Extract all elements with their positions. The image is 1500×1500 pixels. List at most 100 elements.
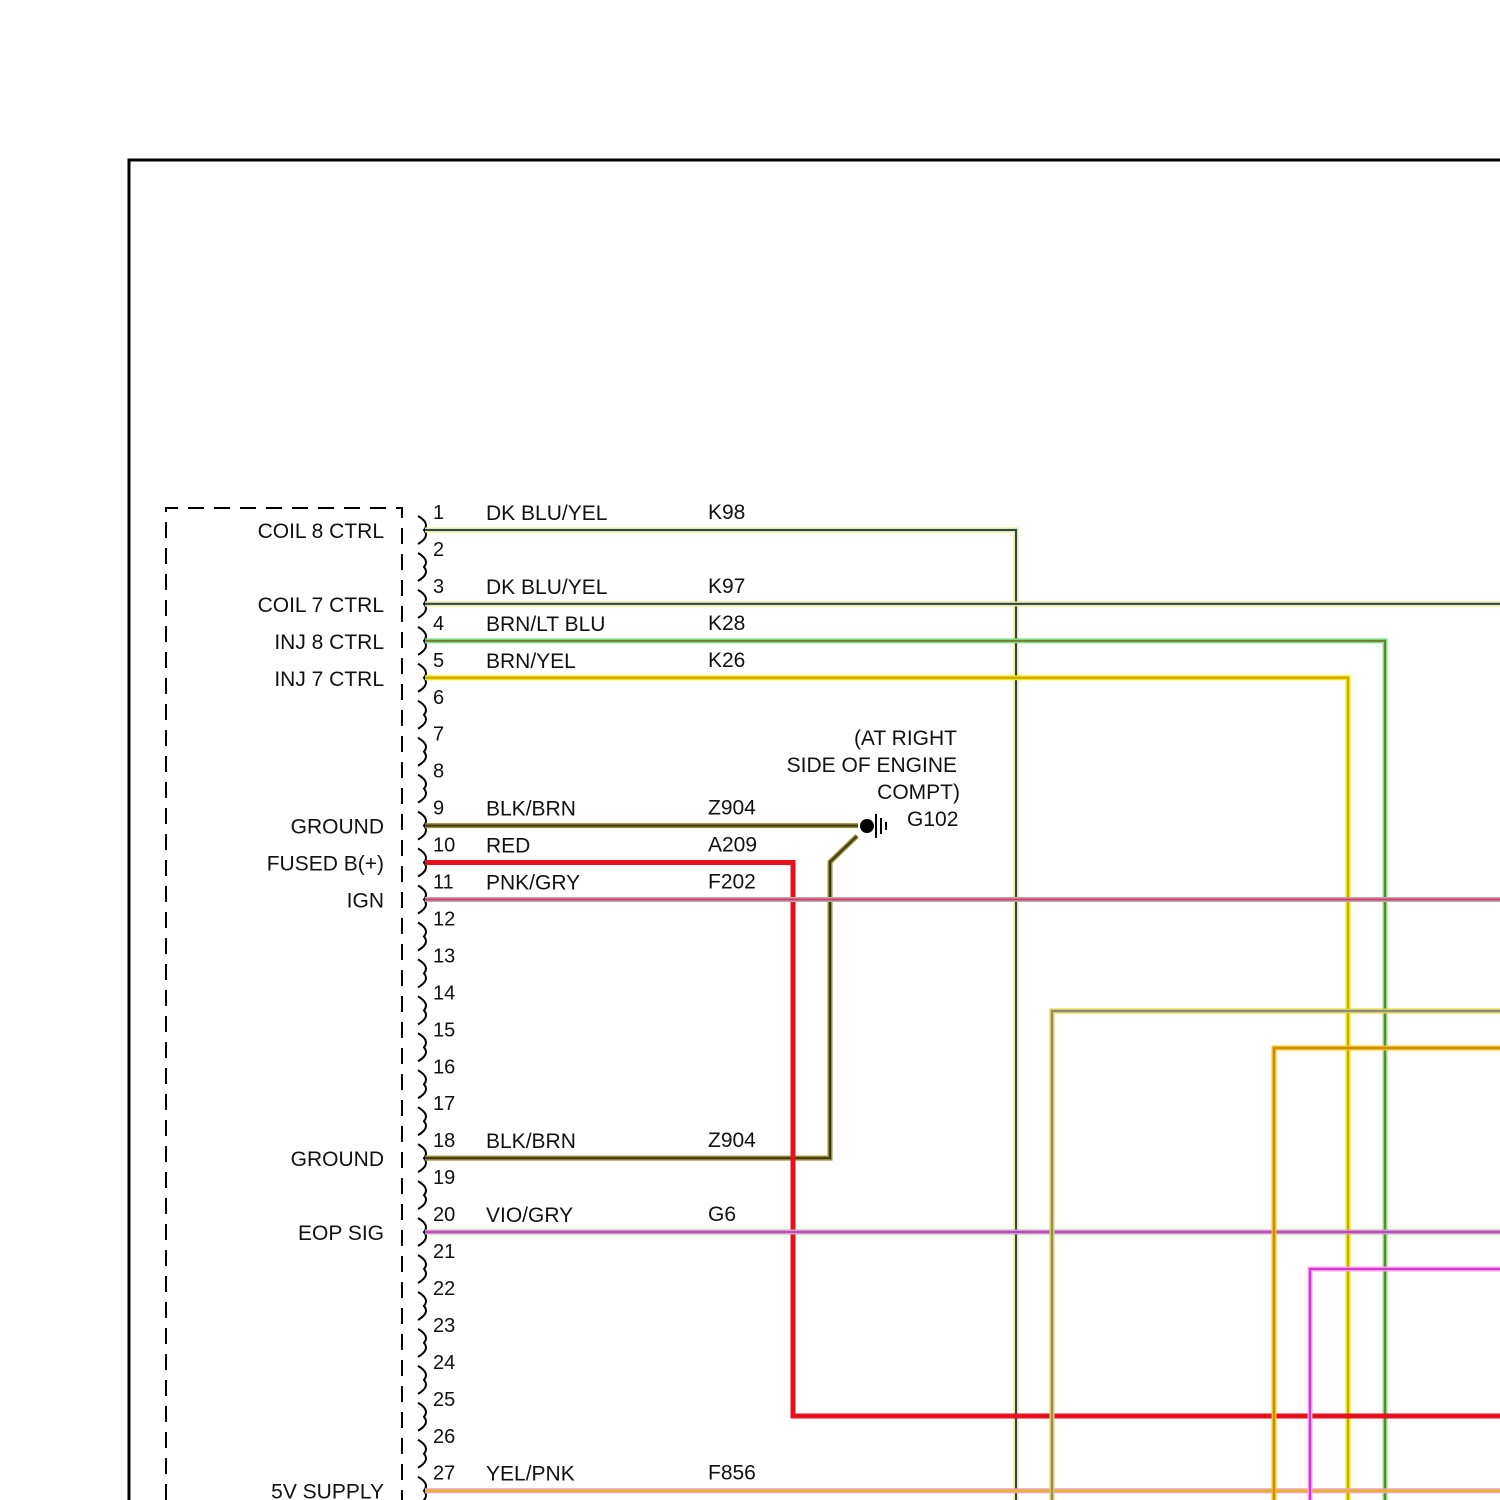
pin-number-12: 12 — [433, 908, 455, 930]
pin-number-14: 14 — [433, 982, 455, 1004]
pin-function-1: COIL 8 CTRL — [258, 520, 384, 543]
circuit-4: K28 — [708, 612, 745, 635]
pin-function-3: COIL 7 CTRL — [258, 594, 384, 617]
pin-contact-14 — [417, 995, 427, 1026]
pin-number-20: 20 — [433, 1204, 455, 1226]
ground-splice-dot — [860, 819, 874, 833]
pin-contact-3 — [417, 589, 427, 619]
pin-contact-24 — [417, 1364, 427, 1395]
ground-symbol-g102 — [860, 814, 887, 838]
wire-pin-18 — [425, 834, 859, 1161]
pin-number-7: 7 — [433, 724, 444, 746]
pin-number-1: 1 — [433, 502, 444, 524]
pin-number-13: 13 — [433, 945, 455, 967]
wire-color-11: PNK/GRY — [486, 872, 580, 895]
circuit-9: Z904 — [708, 797, 756, 820]
pin-contact-11 — [417, 884, 427, 915]
wire-color-18: BLK/BRN — [486, 1130, 576, 1153]
pin-contact-18 — [417, 1143, 427, 1174]
pin-number-27: 27 — [433, 1463, 455, 1485]
pin-number-22: 22 — [433, 1278, 455, 1300]
pin-contact-22 — [417, 1291, 427, 1321]
pin-number-2: 2 — [433, 539, 444, 561]
pin-contact-5 — [417, 662, 427, 693]
wire-color-27: YEL/PNK — [486, 1463, 575, 1486]
pin-number-26: 26 — [433, 1426, 455, 1448]
pin-function-10: FUSED B(+) — [267, 853, 384, 876]
pin-contact-21 — [417, 1254, 427, 1284]
pin-function-11: IGN — [347, 890, 384, 913]
pin-number-21: 21 — [433, 1241, 455, 1263]
pin-contact-8 — [417, 773, 427, 804]
pin-number-4: 4 — [433, 613, 444, 635]
ground-location-line-1: (AT RIGHT — [854, 727, 957, 750]
circuit-1: K98 — [708, 501, 745, 524]
pin-contact-23 — [417, 1328, 427, 1358]
wire-unlabeled-magenta — [1307, 1266, 1500, 1500]
circuit-27: F856 — [708, 1462, 756, 1485]
diagram-border — [127, 158, 1500, 1500]
pin-number-15: 15 — [433, 1019, 455, 1041]
circuit-18: Z904 — [708, 1129, 756, 1152]
pin-number-25: 25 — [433, 1389, 455, 1411]
ground-location-line-2: SIDE OF ENGINE — [787, 754, 957, 777]
wire-pin-5 — [425, 675, 1351, 1500]
pin-contact-25 — [417, 1401, 427, 1432]
pin-function-18: GROUND — [291, 1148, 384, 1171]
pin-number-10: 10 — [433, 835, 455, 857]
pin-number-16: 16 — [433, 1056, 455, 1078]
wire-unlabeled-orange — [1271, 1045, 1500, 1500]
pin-contact-19 — [417, 1180, 427, 1210]
circuit-20: G6 — [708, 1203, 736, 1226]
pin-contacts — [417, 515, 427, 1500]
pin-contact-15 — [417, 1032, 427, 1063]
wire-color-1: DK BLU/YEL — [486, 502, 607, 525]
pin-contact-6 — [417, 699, 427, 730]
wire-color-3: DK BLU/YEL — [486, 576, 607, 599]
pin-contact-20 — [417, 1217, 427, 1247]
wire-unlabeled-gray — [1049, 1008, 1500, 1500]
pin-function-5: INJ 7 CTRL — [274, 668, 384, 691]
pin-number-6: 6 — [433, 687, 444, 709]
wire-pin-1 — [425, 527, 1019, 1500]
wires — [425, 527, 1500, 1500]
pin-contact-4 — [417, 625, 427, 656]
pin-contact-12 — [417, 921, 427, 952]
pin-number-8: 8 — [433, 761, 444, 783]
pin-number-5: 5 — [433, 650, 444, 672]
wire-pin-4 — [425, 638, 1388, 1500]
circuit-10: A209 — [708, 834, 757, 857]
wire-color-9: BLK/BRN — [486, 798, 576, 821]
pin-function-20: EOP SIG — [298, 1222, 384, 1245]
pin-contact-7 — [417, 736, 427, 767]
pin-contact-2 — [417, 552, 427, 582]
pin-number-23: 23 — [433, 1315, 455, 1337]
pin-contact-13 — [417, 958, 427, 989]
pin-number-18: 18 — [433, 1130, 455, 1152]
pin-function-9: GROUND — [291, 816, 384, 839]
pin-contact-10 — [417, 847, 427, 878]
circuit-11: F202 — [708, 871, 756, 894]
pin-contact-16 — [417, 1069, 427, 1100]
wire-pin-10 — [425, 860, 1500, 1419]
pin-number-3: 3 — [433, 576, 444, 598]
pin-contact-9 — [417, 810, 427, 841]
wire-color-4: BRN/LT BLU — [486, 613, 605, 636]
pin-contact-27 — [417, 1475, 427, 1500]
pin-number-24: 24 — [433, 1352, 455, 1374]
circuit-3: K97 — [708, 575, 745, 598]
pin-number-9: 9 — [433, 798, 444, 820]
wire-color-10: RED — [486, 835, 530, 858]
pin-number-19: 19 — [433, 1167, 455, 1189]
ground-location-line-3: COMPT) — [877, 781, 960, 804]
wire-color-5: BRN/YEL — [486, 650, 576, 673]
pin-contact-17 — [417, 1106, 427, 1137]
pin-number-17: 17 — [433, 1093, 455, 1115]
pin-contact-26 — [417, 1438, 427, 1469]
connector-outline — [165, 507, 403, 1500]
pin-number-11: 11 — [433, 872, 454, 894]
wire-color-20: VIO/GRY — [486, 1204, 573, 1227]
pin-contact-1 — [417, 515, 427, 545]
circuit-5: K26 — [708, 649, 745, 672]
